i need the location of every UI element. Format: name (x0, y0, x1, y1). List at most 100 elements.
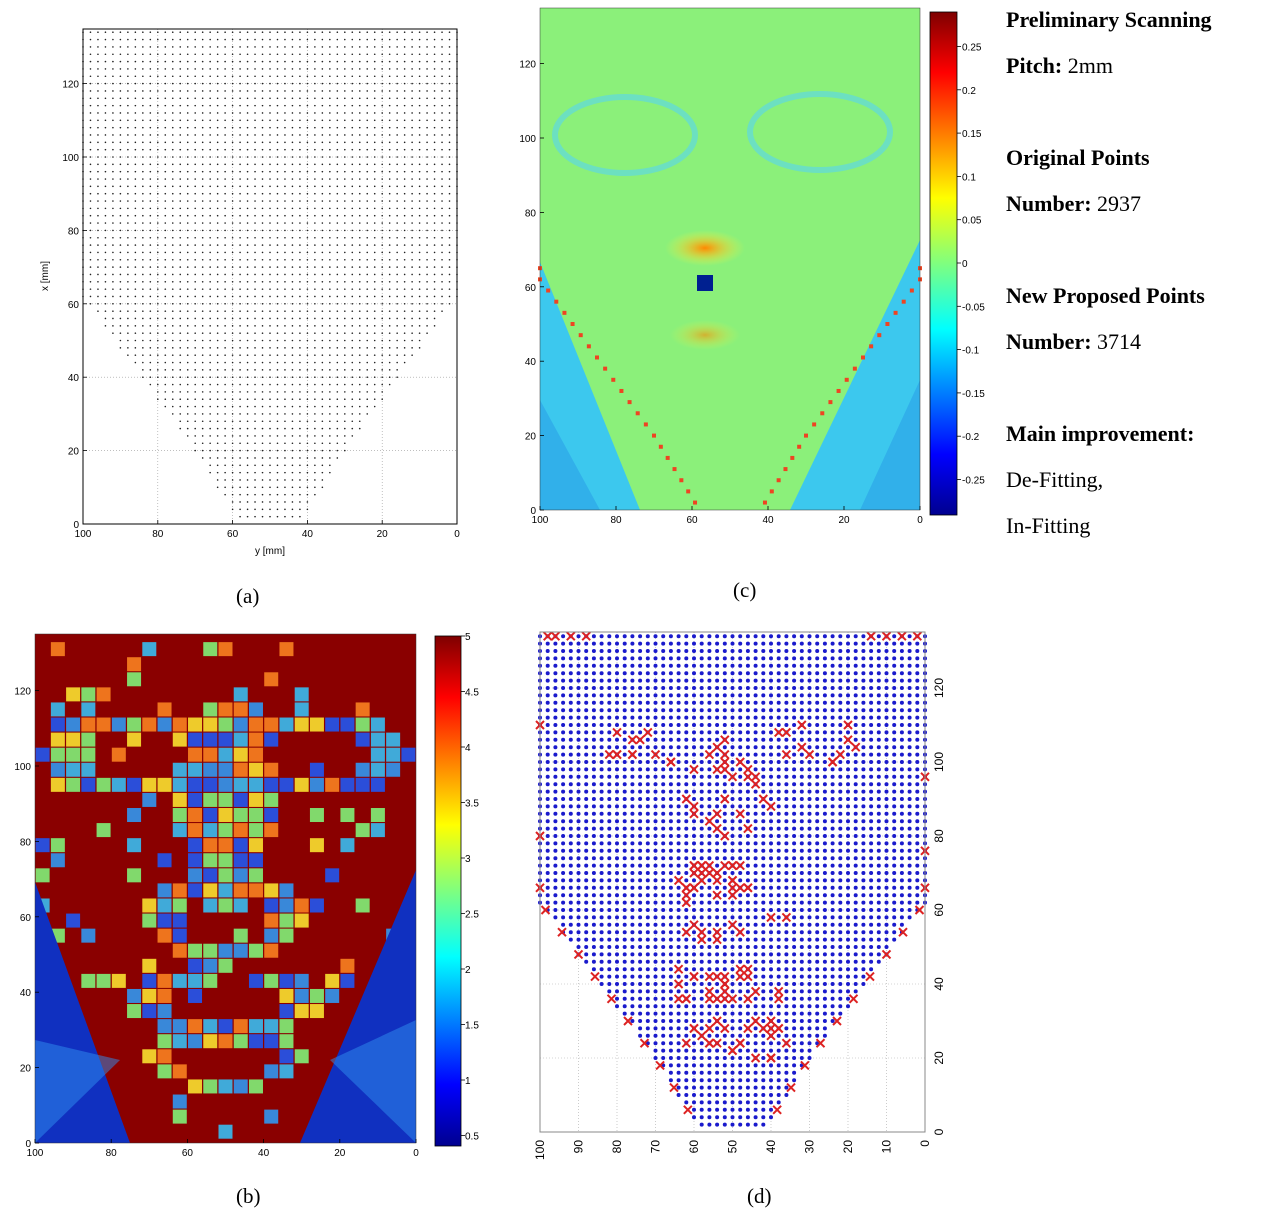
scan-point (661, 1048, 666, 1053)
scan-point (591, 760, 596, 764)
scan-point (329, 60, 331, 63)
scan-point (676, 1093, 681, 1097)
scan-point (284, 251, 286, 254)
scan-point (784, 1048, 789, 1053)
scan-point (284, 493, 286, 496)
scan-point (142, 68, 144, 70)
scan-point (784, 945, 789, 949)
scan-point (127, 31, 129, 34)
scan-point (441, 141, 443, 144)
scan-point (284, 339, 286, 342)
scan-point (853, 952, 858, 957)
scan-point (769, 989, 773, 994)
scan-point (164, 141, 167, 144)
scan-point (119, 295, 122, 298)
heatmap-cell (401, 747, 416, 762)
scan-point (209, 163, 211, 166)
scan-point (209, 97, 211, 100)
x-tick-label: 60 (227, 529, 239, 540)
scan-point (164, 398, 167, 401)
scan-point (336, 251, 339, 254)
scan-point (622, 967, 627, 972)
scan-point (668, 885, 673, 890)
scan-point (276, 420, 279, 423)
scan-point (448, 82, 451, 85)
scan-point (261, 97, 264, 100)
scan-point (715, 848, 720, 853)
scan-point (171, 46, 174, 48)
scan-point (830, 937, 835, 942)
scan-point (186, 38, 189, 41)
scan-point (396, 295, 398, 298)
scan-point (653, 885, 658, 890)
heatmap-cell (294, 898, 309, 913)
scan-point (722, 1011, 727, 1016)
scan-point (112, 222, 114, 224)
scan-point (561, 893, 566, 898)
scan-point (299, 354, 301, 356)
scan-point (433, 266, 436, 268)
heatmap-cell (172, 898, 187, 913)
scan-point (314, 479, 316, 481)
scan-point (776, 1070, 781, 1075)
scan-point (254, 53, 256, 56)
scan-point (846, 893, 850, 898)
scan-point (224, 273, 226, 276)
scan-point (299, 163, 301, 166)
scan-point (291, 325, 294, 327)
scan-point (209, 134, 211, 136)
scan-point (707, 1085, 712, 1090)
scan-point (418, 280, 421, 283)
scan-point (179, 258, 182, 261)
scan-point (776, 915, 781, 920)
scan-point (89, 60, 92, 63)
scan-point (738, 989, 743, 994)
scan-point (753, 982, 758, 986)
scan-point (692, 937, 696, 942)
scan-point (209, 369, 211, 371)
scan-point (246, 46, 249, 48)
scan-point (776, 1033, 781, 1038)
scan-point (269, 383, 271, 386)
scan-point (403, 53, 406, 56)
scan-point (622, 871, 627, 875)
scan-point (269, 156, 271, 158)
scan-point (284, 442, 286, 445)
scan-point (884, 908, 889, 912)
heatmap-cell (248, 838, 263, 853)
scan-point (209, 192, 211, 195)
scan-point (433, 214, 436, 217)
scan-point (149, 369, 152, 371)
scan-point (599, 871, 604, 875)
scan-point (291, 280, 294, 283)
scan-point (373, 163, 376, 166)
scan-point (807, 789, 812, 794)
scan-point (209, 236, 211, 239)
scan-point (97, 244, 99, 246)
scan-point (892, 885, 897, 890)
scan-point (753, 834, 758, 838)
scan-point (722, 804, 727, 809)
scan-point (822, 1026, 827, 1031)
scan-point (231, 376, 234, 379)
scan-point (224, 464, 226, 467)
scan-point (366, 163, 369, 166)
scan-point (209, 68, 211, 70)
heatmap-cell (172, 1094, 187, 1109)
scan-point (622, 789, 627, 794)
scan-point (776, 797, 781, 801)
scan-point (209, 60, 211, 63)
scan-point (403, 192, 406, 195)
scan-point (915, 885, 920, 890)
scan-point (201, 46, 204, 48)
scan-point (715, 819, 720, 824)
scan-point (89, 288, 92, 290)
scan-point (299, 457, 301, 459)
scan-point (351, 170, 354, 173)
scan-point (351, 427, 354, 430)
scan-point (321, 398, 324, 401)
scan-point (216, 288, 219, 290)
scan-point (179, 317, 182, 320)
scan-point (291, 112, 294, 114)
